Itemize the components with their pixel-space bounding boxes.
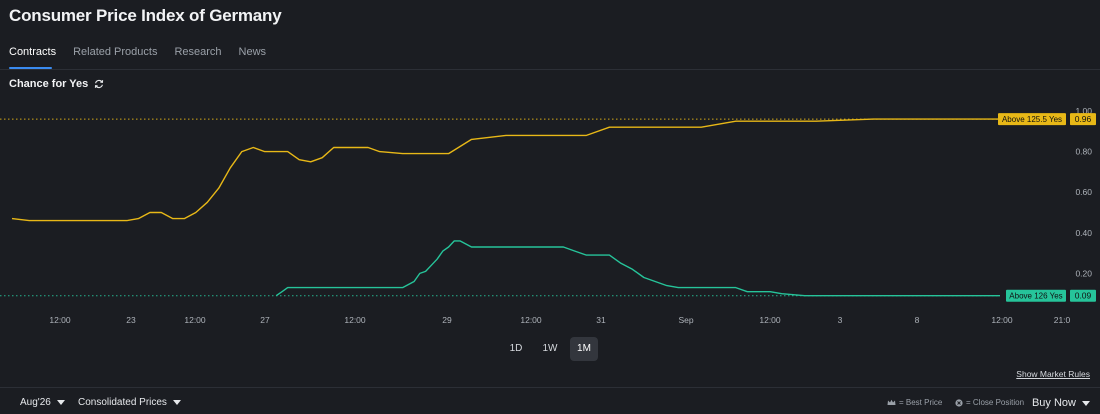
x-tick-label: 12:00	[991, 315, 1013, 325]
x-tick-label: 12:00	[344, 315, 366, 325]
y-tick-label: 0.60	[1075, 187, 1092, 197]
y-tick-label: 1.00	[1075, 106, 1092, 116]
series-name-label: Above 125.5 Yes	[1002, 115, 1062, 124]
buy-now-label: Buy Now	[1031, 397, 1076, 409]
time-range-selector: 1D 1W 1M	[502, 337, 598, 361]
price-chart: 1.00 0.80 0.60 0.40 0.20 12:00 23 12:00 27 12:00…	[0, 106, 1096, 325]
series-name-tag	[998, 113, 1066, 126]
series-value-label: 0.09	[1075, 291, 1092, 301]
tab-contracts[interactable]: Contracts	[9, 46, 57, 58]
chance-header: Chance for Yes	[9, 78, 104, 90]
series-name-tag	[1006, 289, 1066, 302]
active-tab-indicator	[9, 67, 52, 69]
series-value-tag	[1070, 113, 1096, 126]
chance-label: Chance for Yes	[9, 78, 89, 90]
range-1m-button[interactable]: 1M	[570, 337, 598, 361]
x-tick-label: 12:00	[49, 315, 71, 325]
y-tick-label: 0.40	[1075, 228, 1092, 238]
x-tick-label: 12:00	[520, 315, 542, 325]
contract-dropdown-value: Aug'26	[20, 397, 51, 408]
x-tick-label: 3	[838, 315, 843, 325]
y-tick-label: 0.80	[1075, 147, 1092, 157]
close-position-legend: = Close Position	[955, 398, 1024, 407]
close-position-label: = Close Position	[966, 398, 1025, 407]
series-value-tag	[1070, 289, 1096, 302]
series-value-label: 0.96	[1075, 114, 1092, 124]
chevron-down-icon	[56, 400, 65, 405]
crown-icon	[887, 399, 896, 405]
x-tick-label: 12:00	[759, 315, 781, 325]
page-title: Consumer Price Index of Germany	[9, 6, 282, 25]
footer-divider	[0, 387, 1100, 388]
close-position-icon	[955, 398, 963, 407]
x-tick-label: 8	[915, 315, 920, 325]
tabs-divider	[0, 69, 1100, 70]
range-1d-button[interactable]: 1D	[509, 343, 523, 354]
refresh-icon[interactable]	[94, 79, 104, 89]
contract-dropdown[interactable]: Aug'26	[20, 397, 65, 408]
best-price-legend: = Best Price	[887, 398, 942, 407]
tab-related-products[interactable]: Related Products	[73, 46, 158, 58]
y-tick-label: 0.20	[1075, 268, 1092, 278]
x-tick-label: Sep	[678, 315, 693, 325]
best-price-label: = Best Price	[899, 398, 943, 407]
x-tick-label: 29	[442, 315, 452, 325]
chevron-down-icon	[172, 400, 181, 405]
price-mode-dropdown-value: Consolidated Prices	[78, 397, 167, 408]
series-line-above-126	[275, 240, 1000, 297]
chevron-down-icon	[1082, 400, 1090, 406]
x-tick-label: 31	[596, 315, 606, 325]
range-1w-button[interactable]: 1W	[542, 343, 558, 354]
x-tick-label: 21:0	[1054, 315, 1071, 325]
price-mode-dropdown[interactable]: Consolidated Prices	[78, 397, 181, 408]
show-market-rules-link[interactable]: Show Market Rules	[1016, 369, 1090, 379]
tab-bar: Contracts Related Products Research News	[9, 46, 266, 66]
footer-bar: Aug'26 Consolidated Prices = Best Price …	[0, 392, 1100, 414]
x-tick-label: 23	[126, 315, 136, 325]
buy-now-dropdown[interactable]: Buy Now	[1032, 397, 1090, 409]
x-tick-label: 12:00	[184, 315, 206, 325]
series-line-above-125-5	[11, 118, 1000, 222]
x-tick-label: 27	[260, 315, 270, 325]
tab-news[interactable]: News	[238, 46, 267, 58]
series-name-label: Above 126 Yes	[1009, 292, 1062, 301]
tab-research[interactable]: Research	[174, 46, 222, 58]
